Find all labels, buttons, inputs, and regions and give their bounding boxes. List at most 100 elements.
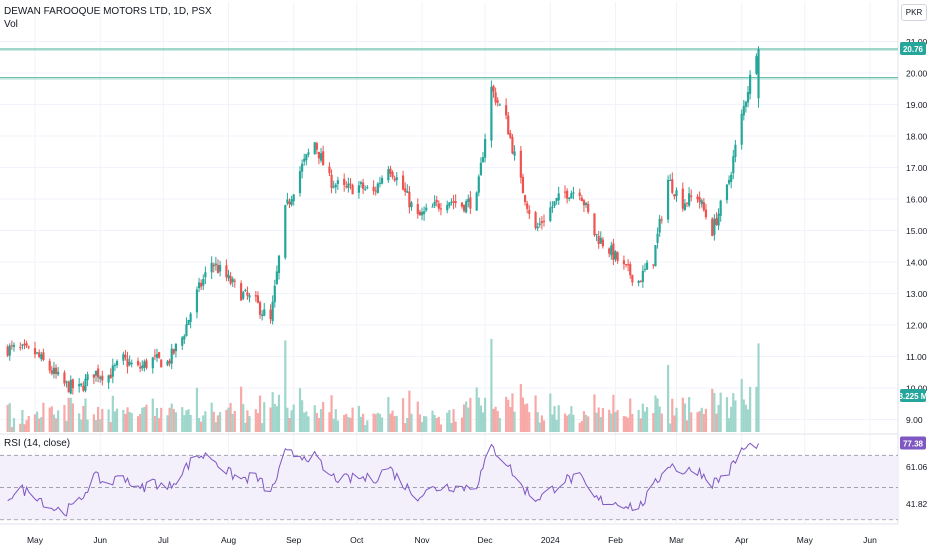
time-tick-label: Jul bbox=[158, 535, 169, 545]
volume-bar bbox=[730, 406, 733, 432]
candle-body bbox=[290, 199, 293, 206]
candle-body bbox=[48, 361, 51, 371]
candle-body bbox=[240, 283, 243, 301]
volume-bar bbox=[393, 416, 396, 432]
candle-body bbox=[717, 213, 720, 226]
candle-body bbox=[401, 175, 405, 190]
candle-body bbox=[33, 348, 37, 355]
candle-body bbox=[631, 274, 634, 283]
volume-bar bbox=[256, 413, 260, 432]
volume-bar bbox=[481, 412, 485, 432]
volume-bar bbox=[23, 424, 26, 432]
volume-bar bbox=[637, 409, 640, 432]
candle-body bbox=[124, 354, 127, 358]
volume-bar bbox=[126, 407, 129, 432]
time-tick-label: 2024 bbox=[541, 535, 560, 545]
candle-body bbox=[519, 150, 522, 178]
volume-bar bbox=[240, 386, 243, 432]
volume-bar bbox=[570, 406, 573, 432]
candle-body bbox=[448, 202, 451, 206]
candle-body bbox=[78, 384, 81, 387]
candle-body bbox=[258, 302, 262, 315]
candle-body bbox=[10, 345, 13, 347]
volume-bar bbox=[505, 396, 508, 432]
candle-body bbox=[292, 194, 295, 202]
volume-bar bbox=[406, 417, 409, 432]
candle-body bbox=[151, 357, 154, 369]
volume-bar bbox=[580, 420, 583, 432]
candle-body bbox=[509, 133, 512, 138]
volume-bar bbox=[711, 388, 714, 432]
volume-bar bbox=[669, 423, 672, 432]
volume-bar bbox=[643, 411, 647, 432]
volume-bar bbox=[484, 397, 487, 432]
volume-legend[interactable]: Vol bbox=[4, 19, 18, 30]
candle-body bbox=[540, 221, 543, 224]
volume-bar bbox=[54, 418, 58, 432]
candle-body bbox=[688, 193, 691, 206]
candle-body bbox=[284, 205, 287, 258]
volume-bar bbox=[174, 412, 178, 432]
symbol-title[interactable]: DEWAN FAROOQUE MOTORS LTD, 1D, PSX bbox=[4, 6, 212, 17]
volume-bar bbox=[122, 409, 125, 432]
volume-bar bbox=[688, 397, 691, 432]
last-price-badge: 20.76 bbox=[903, 45, 924, 54]
candle-body bbox=[660, 219, 663, 221]
candle-body bbox=[36, 352, 39, 354]
volume-bar bbox=[25, 420, 28, 432]
candle-body bbox=[492, 85, 495, 92]
candle-body bbox=[622, 260, 626, 265]
candle-body bbox=[475, 192, 478, 211]
volume-bar bbox=[597, 407, 600, 432]
candle-body bbox=[418, 211, 421, 216]
price-tick-label: 14.00 bbox=[906, 258, 928, 268]
candle-body bbox=[8, 345, 11, 356]
candle-body bbox=[101, 375, 104, 381]
candle-body bbox=[612, 243, 615, 261]
candle-body bbox=[372, 186, 375, 192]
volume-bar bbox=[519, 384, 522, 432]
candle-body bbox=[511, 137, 514, 154]
rsi-legend[interactable]: RSI (14, close) bbox=[4, 438, 71, 449]
volume-bar bbox=[477, 397, 480, 432]
candle-body bbox=[479, 162, 482, 176]
volume-bar bbox=[67, 397, 70, 432]
candle-body bbox=[277, 255, 281, 274]
horizontal-lines[interactable] bbox=[0, 48, 898, 80]
candle-body bbox=[364, 188, 367, 190]
volume-bar bbox=[160, 407, 163, 432]
volume-bar bbox=[627, 417, 630, 432]
volume-bar bbox=[446, 412, 449, 432]
volume-bar bbox=[622, 416, 626, 432]
volume-bar bbox=[197, 418, 201, 432]
volume-bar bbox=[10, 427, 13, 432]
volume-bar bbox=[40, 417, 43, 432]
volume-bar bbox=[749, 386, 752, 432]
volume-bar bbox=[553, 406, 556, 432]
volume-bar bbox=[704, 408, 708, 432]
candle-body bbox=[183, 335, 186, 340]
time-tick-label: Sep bbox=[286, 535, 301, 545]
volume-bar bbox=[284, 340, 287, 432]
rsi-tick-label: 61.06 bbox=[906, 462, 928, 472]
candle-body bbox=[242, 292, 245, 299]
volume-bar bbox=[80, 419, 83, 432]
candle-body bbox=[610, 245, 613, 256]
volume-bar bbox=[490, 338, 493, 432]
currency-button[interactable]: PKR bbox=[901, 4, 927, 21]
candle-body bbox=[155, 354, 159, 358]
candle-body bbox=[246, 292, 249, 296]
candle-body bbox=[593, 213, 596, 236]
volume-bar bbox=[732, 393, 735, 432]
candle-body bbox=[727, 179, 731, 184]
candle-body bbox=[666, 179, 670, 220]
candle-body bbox=[168, 360, 171, 364]
volume-bar bbox=[258, 395, 262, 432]
candle-body bbox=[528, 210, 531, 214]
candle-body bbox=[725, 184, 729, 201]
volume-bar bbox=[460, 417, 464, 432]
volume-bar bbox=[273, 403, 276, 432]
volume-bar bbox=[475, 387, 478, 432]
